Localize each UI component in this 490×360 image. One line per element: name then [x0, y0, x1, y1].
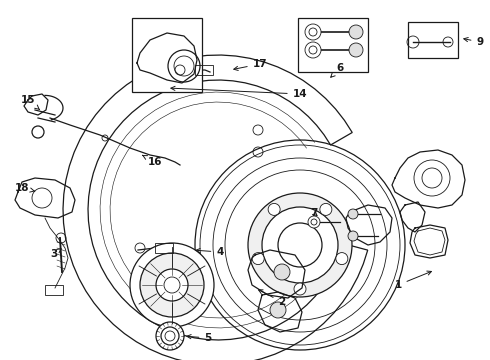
Bar	[195, 65, 213, 75]
Circle shape	[308, 216, 320, 228]
Bar	[298, 18, 368, 72]
Circle shape	[336, 253, 348, 265]
Text: 16: 16	[143, 155, 162, 167]
Circle shape	[348, 231, 358, 241]
Circle shape	[305, 24, 321, 40]
Text: 18: 18	[15, 183, 35, 193]
Circle shape	[268, 203, 280, 215]
Text: 9: 9	[464, 37, 484, 47]
Circle shape	[414, 160, 450, 196]
Text: 1: 1	[394, 271, 431, 290]
Text: 11: 11	[0, 359, 1, 360]
Circle shape	[262, 207, 338, 283]
Circle shape	[348, 209, 358, 219]
Text: 6: 6	[331, 63, 343, 77]
Polygon shape	[63, 55, 368, 360]
Text: 2: 2	[258, 290, 286, 307]
Circle shape	[305, 42, 321, 58]
Bar	[408, 22, 458, 58]
Text: 10: 10	[0, 359, 1, 360]
Circle shape	[294, 283, 306, 295]
Text: 8: 8	[0, 359, 1, 360]
Circle shape	[252, 253, 264, 265]
Bar	[132, 18, 202, 92]
Text: 7: 7	[310, 208, 318, 218]
Text: 5: 5	[187, 333, 212, 343]
Circle shape	[270, 302, 286, 318]
Text: 3: 3	[50, 249, 61, 259]
Text: 17: 17	[234, 59, 268, 71]
Circle shape	[140, 253, 204, 317]
Text: 15: 15	[21, 95, 40, 110]
Circle shape	[130, 243, 214, 327]
Text: 12: 12	[0, 359, 1, 360]
Circle shape	[320, 203, 332, 215]
Circle shape	[161, 327, 179, 345]
Circle shape	[274, 264, 290, 280]
Text: 14: 14	[171, 86, 307, 99]
Circle shape	[248, 193, 352, 297]
Text: 4: 4	[196, 247, 224, 257]
Circle shape	[156, 322, 184, 350]
Circle shape	[349, 43, 363, 57]
Bar	[45, 285, 63, 295]
Circle shape	[156, 269, 188, 301]
Text: 13: 13	[0, 359, 1, 360]
Circle shape	[349, 25, 363, 39]
Bar	[155, 243, 173, 253]
